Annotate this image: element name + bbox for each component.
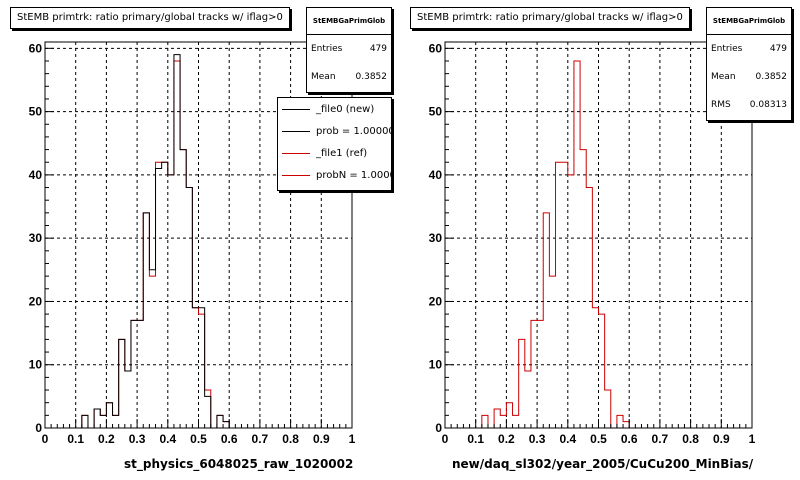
legend-swatch bbox=[282, 108, 310, 110]
x-tick-label: 0 bbox=[42, 432, 49, 446]
y-tick-label: 20 bbox=[429, 294, 443, 308]
x-tick-label: 0 bbox=[442, 432, 449, 446]
x-tick-label: 0.5 bbox=[590, 432, 607, 446]
left-legend: _file0 (new) prob = 1.000000 _file1 (ref… bbox=[277, 97, 392, 191]
x-tick-label: 0.1 bbox=[467, 432, 484, 446]
y-tick-label: 40 bbox=[429, 168, 443, 182]
x-tick-label: 0.3 bbox=[529, 432, 546, 446]
left-stats-mean: Mean 0.3852 bbox=[311, 72, 387, 82]
y-tick-label: 50 bbox=[29, 105, 43, 119]
y-tick-label: 60 bbox=[429, 41, 443, 55]
right-stats-entries: Entries 479 bbox=[711, 44, 787, 54]
right-stats-mean: Mean 0.3852 bbox=[711, 72, 787, 82]
x-tick-label: 0.3 bbox=[129, 432, 146, 446]
right-x-axis-label: new/daq_sl302/year_2005/CuCu200_MinBias/ bbox=[452, 457, 754, 471]
right-stats-name: StEMBGaPrimGlob bbox=[707, 8, 791, 35]
x-tick-label: 0.4 bbox=[559, 432, 576, 446]
x-tick-label: 0.9 bbox=[713, 432, 730, 446]
x-tick-label: 0.7 bbox=[652, 432, 669, 446]
y-tick-label: 50 bbox=[429, 105, 443, 119]
y-tick-label: 20 bbox=[29, 294, 43, 308]
x-tick-label: 0.2 bbox=[98, 432, 115, 446]
legend-item-file0-new: _file0 (new) bbox=[278, 98, 391, 120]
y-tick-label: 0 bbox=[35, 421, 42, 435]
left-stats-entries: Entries 479 bbox=[311, 44, 387, 54]
x-tick-label: 0.8 bbox=[282, 432, 299, 446]
y-tick-label: 30 bbox=[429, 231, 443, 245]
x-tick-label: 0.4 bbox=[159, 432, 176, 446]
legend-swatch bbox=[282, 152, 310, 154]
legend-swatch bbox=[282, 130, 310, 132]
y-tick-label: 30 bbox=[29, 231, 43, 245]
right-histogram-chart: 0 0.1 0.2 0.3 0.4 0.5 0.6 0.7 0.8 0.9 101020304050… bbox=[429, 41, 756, 446]
legend-item-probn: probN = 1.000000 bbox=[278, 164, 391, 186]
right-stats-box: StEMBGaPrimGlob Entries 479 Mean 0.3852 … bbox=[706, 7, 792, 121]
right-plot-title: StEMB primtrk: ratio primary/global trac… bbox=[410, 7, 690, 29]
legend-item-file1-ref: _file1 (ref) bbox=[278, 142, 391, 164]
y-tick-label: 0 bbox=[435, 421, 442, 435]
y-tick-label: 10 bbox=[429, 358, 443, 372]
legend-swatch bbox=[282, 174, 310, 176]
x-tick-label: 0.6 bbox=[221, 432, 238, 446]
left-plot-title: StEMB primtrk: ratio primary/global trac… bbox=[10, 7, 290, 29]
x-tick-label: 0.1 bbox=[67, 432, 84, 446]
x-tick-label: 1 bbox=[749, 432, 756, 446]
left-stats-name: StEMBGaPrimGlob bbox=[307, 8, 391, 35]
x-tick-label: 1 bbox=[349, 432, 356, 446]
y-tick-label: 10 bbox=[29, 358, 43, 372]
legend-item-prob: prob = 1.000000 bbox=[278, 120, 391, 142]
y-tick-label: 40 bbox=[29, 168, 43, 182]
left-stats-box: StEMBGaPrimGlob Entries 479 Mean 0.3852 bbox=[306, 7, 392, 93]
x-tick-label: 0.6 bbox=[621, 432, 638, 446]
y-tick-label: 60 bbox=[29, 41, 43, 55]
right-histogram-panel: StEMB primtrk: ratio primary/global trac… bbox=[400, 0, 800, 480]
x-tick-label: 0.2 bbox=[498, 432, 515, 446]
x-tick-label: 0.9 bbox=[313, 432, 330, 446]
x-tick-label: 0.7 bbox=[252, 432, 269, 446]
right-stats-rms: RMS 0.08313 bbox=[711, 100, 787, 110]
left-histogram-panel: StEMB primtrk: ratio primary/global trac… bbox=[10, 7, 392, 471]
left-x-axis-label: st_physics_6048025_raw_1020002 bbox=[124, 457, 354, 471]
x-tick-label: 0.5 bbox=[190, 432, 207, 446]
x-tick-label: 0.8 bbox=[682, 432, 699, 446]
